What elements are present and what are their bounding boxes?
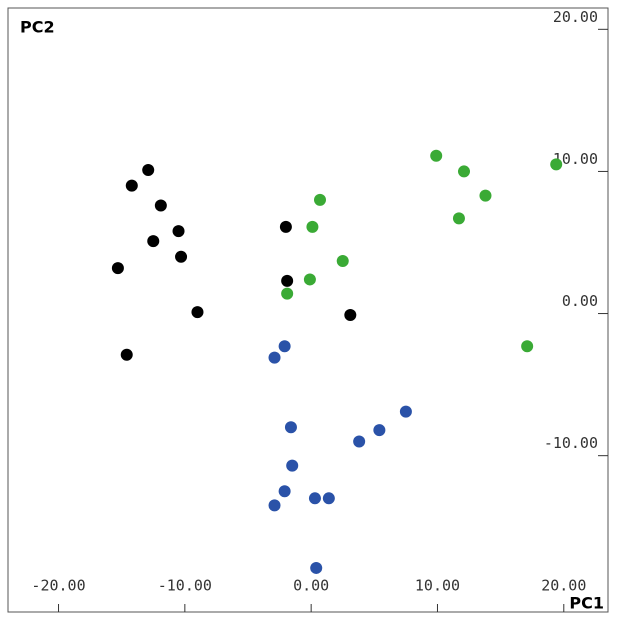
point	[278, 485, 291, 498]
y-tick-label: 10.00	[553, 150, 598, 168]
point	[344, 308, 357, 321]
point	[281, 274, 294, 287]
point	[147, 235, 160, 248]
point	[286, 459, 299, 472]
point	[399, 405, 412, 418]
y-axis-title: PC2	[20, 18, 55, 37]
x-tick-label: -20.00	[31, 577, 85, 595]
point	[279, 220, 292, 233]
point	[172, 225, 185, 238]
point	[120, 348, 133, 361]
plot-frame	[7, 7, 609, 613]
point	[284, 421, 297, 434]
x-tick-label: 0.00	[293, 577, 329, 595]
x-tick-label: 10.00	[415, 577, 460, 595]
point	[310, 561, 323, 574]
point	[458, 165, 470, 178]
point	[268, 499, 281, 512]
point	[306, 220, 319, 233]
point	[142, 164, 155, 177]
point	[125, 179, 138, 192]
y-tick-label: -10.00	[544, 434, 598, 452]
point	[303, 273, 316, 286]
point	[353, 435, 366, 448]
x-axis-title: PC1	[569, 594, 604, 613]
y-tick-label: 20.00	[553, 8, 598, 26]
point	[452, 212, 465, 225]
point	[154, 199, 167, 212]
point	[314, 193, 326, 206]
point	[278, 340, 291, 353]
point	[281, 287, 294, 300]
point	[336, 254, 349, 267]
point	[175, 250, 188, 263]
point	[521, 340, 534, 353]
x-tick-label: -10.00	[158, 577, 212, 595]
y-tick-label: 0.00	[562, 292, 598, 310]
point	[430, 149, 443, 162]
point	[111, 262, 124, 275]
point	[191, 306, 204, 319]
point	[550, 158, 563, 171]
point	[268, 351, 281, 364]
point	[479, 189, 492, 202]
point	[322, 492, 335, 505]
x-tick-label: 20.00	[541, 577, 586, 595]
point	[308, 492, 321, 505]
point	[373, 424, 386, 437]
